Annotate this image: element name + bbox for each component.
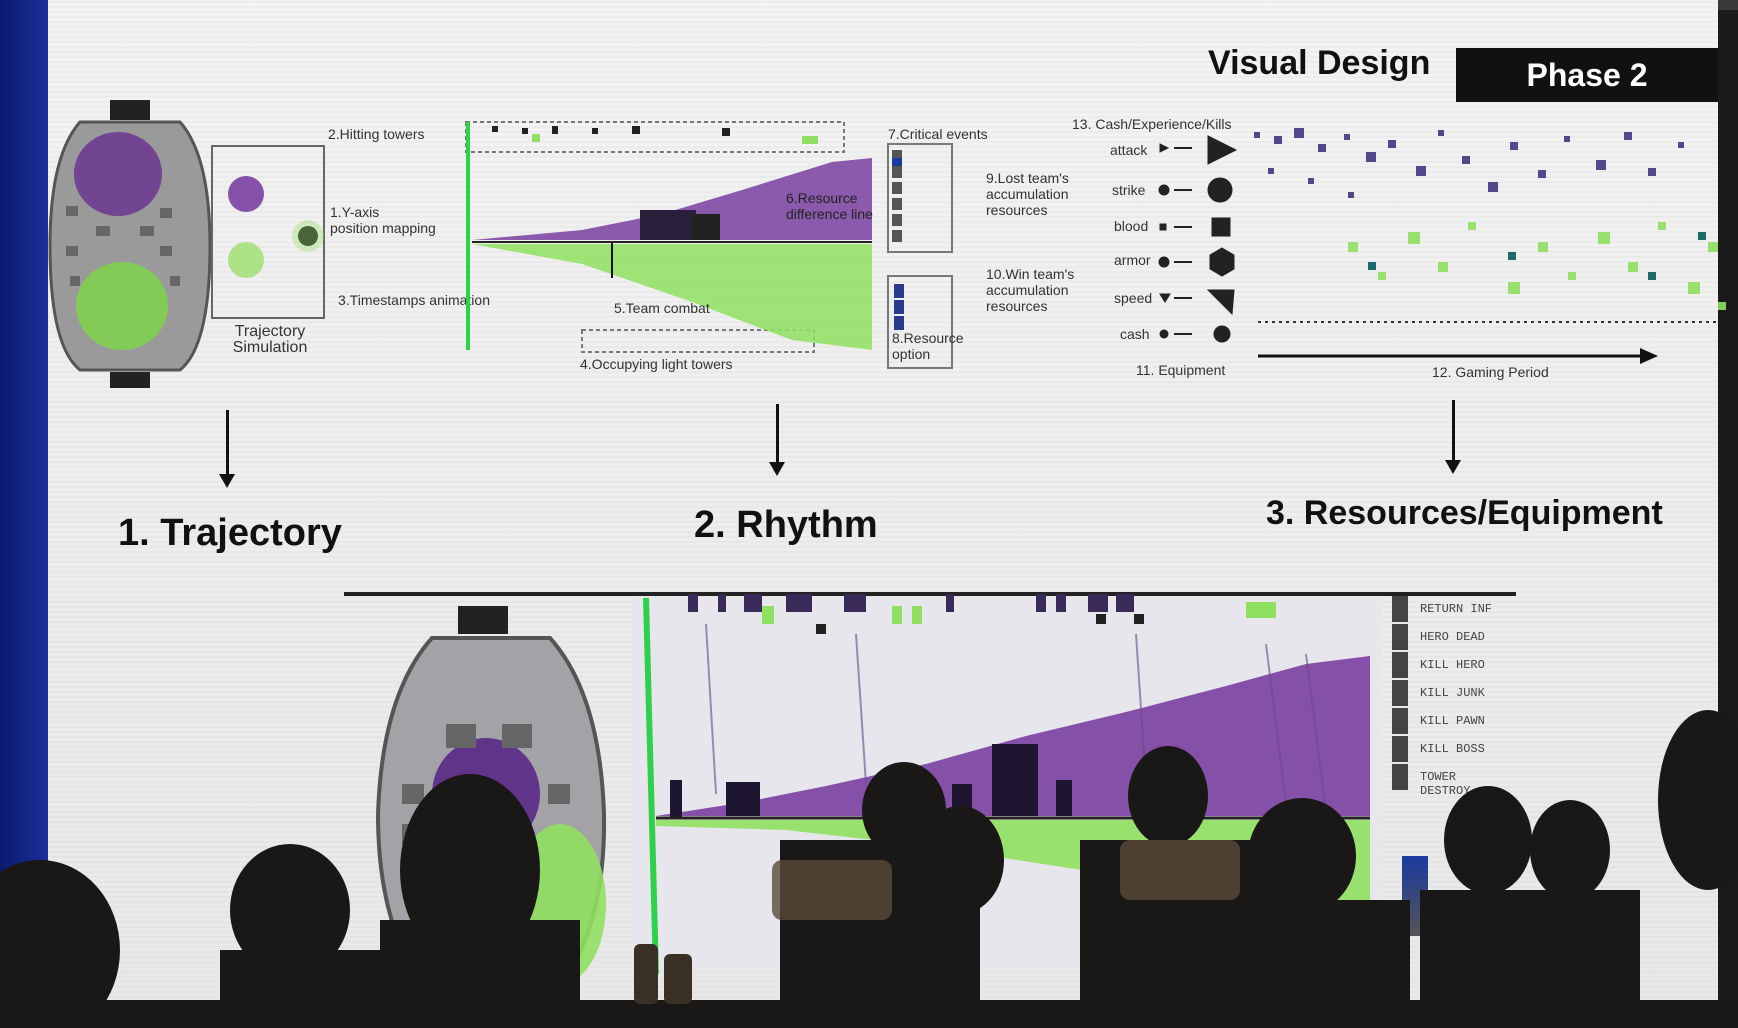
section-title-trajectory: 1. Trajectory bbox=[118, 512, 342, 554]
phase-badge: Phase 2 bbox=[1456, 48, 1718, 102]
legend-kill-pawn: KILL PAWN bbox=[1420, 714, 1485, 728]
down-arrow-1-head bbox=[219, 474, 235, 488]
down-arrow-1 bbox=[226, 410, 229, 476]
bottom-event-legend: RETURN INF HERO DEAD KILL HERO KILL JUNK… bbox=[1392, 596, 1512, 798]
equipment-attack-label: attack bbox=[1110, 142, 1148, 158]
top-rhythm-chart bbox=[465, 121, 872, 353]
annotation-cash-experience-kills: 13. Cash/Experience/Kills bbox=[1072, 116, 1232, 132]
legend-swatch-kill-pawn bbox=[1392, 708, 1408, 734]
gaming-period-arrow bbox=[1258, 348, 1658, 364]
screen-blue-border bbox=[0, 0, 48, 1028]
equipment-blood-label: blood bbox=[1114, 218, 1149, 234]
legend-hero-dead: HERO DEAD bbox=[1420, 630, 1485, 644]
section-title-rhythm: 2. Rhythm bbox=[694, 504, 878, 546]
audience-silhouettes bbox=[0, 710, 1738, 1028]
down-arrow-3 bbox=[1452, 400, 1455, 462]
speed-icon bbox=[1206, 289, 1235, 316]
annotation-equipment: 11. Equipment bbox=[1136, 362, 1226, 378]
legend-kill-hero: KILL HERO bbox=[1420, 658, 1485, 672]
trajectory-simulation-box bbox=[211, 145, 325, 319]
legend-swatch-tower-destroy bbox=[1392, 764, 1408, 790]
attack-small-icon bbox=[1159, 143, 1170, 153]
legend-return: RETURN INF bbox=[1420, 602, 1493, 616]
down-arrow-2 bbox=[776, 404, 779, 464]
annotation-resource-option: 8.Resource option bbox=[892, 330, 964, 362]
legend-swatch-hero-dead bbox=[1392, 624, 1408, 650]
annotation-y-axis-mapping: 1.Y-axis position mapping bbox=[330, 204, 436, 236]
annotation-hitting-towers: 2.Hitting towers bbox=[328, 126, 425, 142]
annotation-occupying-towers: 4.Occupying light towers bbox=[580, 356, 733, 372]
down-arrow-3-head bbox=[1445, 460, 1461, 474]
armor-icon bbox=[1209, 247, 1235, 277]
section-title-resources-equipment: 3. Resources/Equipment bbox=[1266, 494, 1663, 532]
top-map-thumbnail bbox=[48, 100, 212, 388]
blood-icon bbox=[1211, 217, 1231, 237]
slide-title: Visual Design bbox=[1208, 44, 1431, 82]
equipment-speed-label: speed bbox=[1114, 290, 1153, 306]
annotation-lost-team: 9.Lost team's accumulation resources bbox=[986, 170, 1069, 218]
equipment-cash-label: cash bbox=[1120, 326, 1150, 342]
legend-kill-junk: KILL JUNK bbox=[1420, 686, 1485, 700]
strike-icon bbox=[1207, 177, 1233, 203]
bottom-panel-divider bbox=[344, 592, 1516, 596]
attack-large-icon bbox=[1207, 135, 1238, 165]
legend-kill-boss: KILL BOSS bbox=[1420, 742, 1485, 756]
equipment-scatter-plot bbox=[1254, 128, 1726, 323]
legend-swatch-return bbox=[1392, 596, 1408, 622]
legend-swatch-kill-hero bbox=[1392, 652, 1408, 678]
annotation-win-team: 10.Win team's accumulation resources bbox=[986, 266, 1075, 314]
annotation-timestamps: 3.Timestamps animation bbox=[338, 292, 490, 308]
critical-events-legend bbox=[887, 143, 953, 369]
annotation-gaming-period: 12. Gaming Period bbox=[1432, 364, 1549, 380]
annotation-critical-events: 7.Critical events bbox=[888, 126, 988, 142]
annotation-team-combat: 5.Team combat bbox=[614, 300, 710, 316]
cash-icon bbox=[1213, 325, 1231, 343]
down-arrow-2-head bbox=[769, 462, 785, 476]
equipment-glyphs bbox=[1158, 135, 1238, 343]
annotation-resource-difference: 6.Resource difference line bbox=[786, 190, 873, 222]
legend-swatch-kill-junk bbox=[1392, 680, 1408, 706]
legend-swatch-kill-boss bbox=[1392, 736, 1408, 762]
equipment-armor-label: armor bbox=[1114, 252, 1151, 268]
legend-tower-destroy: TOWER DESTROY bbox=[1420, 770, 1471, 798]
equipment-strike-label: strike bbox=[1112, 182, 1146, 198]
trajectory-simulation-label: Trajectory Simulation bbox=[232, 323, 308, 356]
